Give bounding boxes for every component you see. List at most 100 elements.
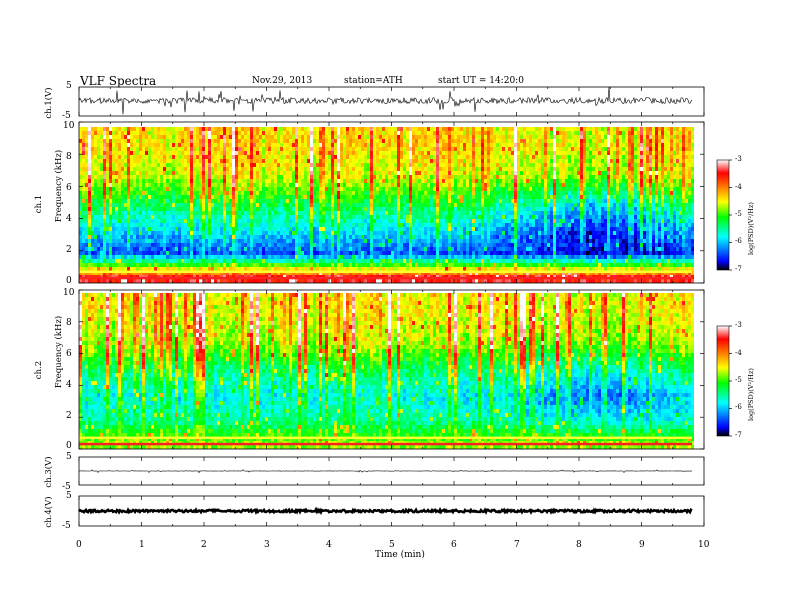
- spectrogram-cell: [118, 267, 121, 271]
- spectrogram-cell: [184, 247, 187, 251]
- spectrogram-cell: [241, 207, 244, 211]
- spectrogram-cell: [211, 211, 214, 215]
- spectrogram-cell: [271, 127, 274, 131]
- spectrogram-cell: [223, 243, 226, 247]
- spectrogram-cell: [307, 195, 310, 199]
- spectrogram-cell: [232, 279, 235, 283]
- spectrogram-cell: [328, 255, 331, 259]
- spectrogram-cell: [244, 211, 247, 215]
- spectrogram-cell: [445, 131, 448, 135]
- spectrogram-cell: [133, 279, 136, 283]
- spectrogram-cell: [310, 167, 313, 171]
- spectrogram-cell: [322, 243, 325, 247]
- spectrogram-cell: [322, 207, 325, 211]
- spectrogram-cell: [271, 279, 274, 283]
- spectrogram-cell: [307, 175, 310, 179]
- spectrogram-cell: [244, 183, 247, 187]
- spectrogram-cell: [115, 211, 118, 215]
- spectrogram-cell: [133, 195, 136, 199]
- spectrogram-cell: [232, 247, 235, 251]
- spectrogram-cell: [310, 211, 313, 215]
- spectrogram-cell: [91, 255, 94, 259]
- spectrogram-cell: [181, 143, 184, 147]
- spectrogram-cell: [91, 171, 94, 175]
- spectrogram-cell: [319, 171, 322, 175]
- spectrogram-cell: [130, 235, 133, 239]
- spectrogram-cell: [283, 131, 286, 135]
- spectrogram-cell: [118, 167, 121, 171]
- spectrogram-cell: [103, 203, 106, 207]
- spectrogram-cell: [88, 255, 91, 259]
- spectrogram-cell: [328, 183, 331, 187]
- spectrogram-cell: [379, 235, 382, 239]
- spectrogram-cell: [418, 259, 421, 263]
- spectrogram-cell: [460, 167, 463, 171]
- spectrogram-cell: [379, 167, 382, 171]
- spectrogram-cell: [394, 159, 397, 163]
- spectrogram-cell: [331, 219, 334, 223]
- spectrogram-cell: [454, 179, 457, 183]
- spectrogram-cell: [184, 179, 187, 183]
- spectrogram-cell: [358, 215, 361, 219]
- spectrogram-cell: [100, 159, 103, 163]
- spectrogram-cell: [388, 151, 391, 155]
- spectrogram-cell: [277, 223, 280, 227]
- spectrogram-cell: [166, 239, 169, 243]
- spectrogram-cell: [145, 171, 148, 175]
- spectrogram-cell: [259, 187, 262, 191]
- spectrogram-cell: [223, 195, 226, 199]
- spectrogram-cell: [181, 251, 184, 255]
- spectrogram-cell: [238, 231, 241, 235]
- spectrogram-cell: [340, 263, 343, 267]
- spectrogram-cell: [157, 175, 160, 179]
- spectrogram-cell: [160, 135, 163, 139]
- spectrogram-cell: [424, 131, 427, 135]
- spectrogram-cell: [190, 187, 193, 191]
- spectrogram-cell: [442, 135, 445, 139]
- spectrogram-cell: [397, 143, 400, 147]
- spectrogram-cell: [79, 231, 82, 235]
- spectrogram-ch1: [79, 127, 694, 283]
- spectrogram-cell: [454, 243, 457, 247]
- spectrogram-cell: [421, 175, 424, 179]
- spectrogram-cell: [439, 247, 442, 251]
- spectrogram-cell: [274, 191, 277, 195]
- spectrogram-cell: [109, 215, 112, 219]
- spectrogram-cell: [433, 263, 436, 267]
- spectrogram-cell: [250, 147, 253, 151]
- spectrogram-cell: [403, 235, 406, 239]
- spectrogram-cell: [343, 195, 346, 199]
- spectrogram-cell: [241, 235, 244, 239]
- spectrogram-cell: [304, 267, 307, 271]
- spectrogram-cell: [127, 179, 130, 183]
- spectrogram-cell: [94, 231, 97, 235]
- spectrogram-cell: [160, 279, 163, 283]
- spectrogram-cell: [391, 223, 394, 227]
- spectrogram-cell: [394, 171, 397, 175]
- spectrogram-cell: [313, 195, 316, 199]
- spectrogram-cell: [103, 139, 106, 143]
- spectrogram-cell: [316, 235, 319, 239]
- spectrogram-cell: [373, 239, 376, 243]
- spectrogram-cell: [295, 259, 298, 263]
- spectrogram-cell: [331, 211, 334, 215]
- spectrogram-cell: [313, 207, 316, 211]
- spectrogram-cell: [379, 251, 382, 255]
- spectrogram-cell: [382, 159, 385, 163]
- spectrogram-cell: [247, 151, 250, 155]
- spectrogram-cell: [361, 159, 364, 163]
- spectrogram-cell: [313, 143, 316, 147]
- spectrogram-cell: [406, 243, 409, 247]
- spectrogram-cell: [397, 231, 400, 235]
- spectrogram-cell: [193, 183, 196, 187]
- spectrogram-cell: [211, 243, 214, 247]
- spectrogram-cell: [211, 171, 214, 175]
- spectrogram-cell: [250, 267, 253, 271]
- spectrogram-cell: [79, 223, 82, 227]
- spectrogram-cell: [136, 131, 139, 135]
- spectrogram-cell: [205, 131, 208, 135]
- spectrogram-cell: [250, 195, 253, 199]
- spectrogram-cell: [220, 175, 223, 179]
- spectrogram-cell: [352, 159, 355, 163]
